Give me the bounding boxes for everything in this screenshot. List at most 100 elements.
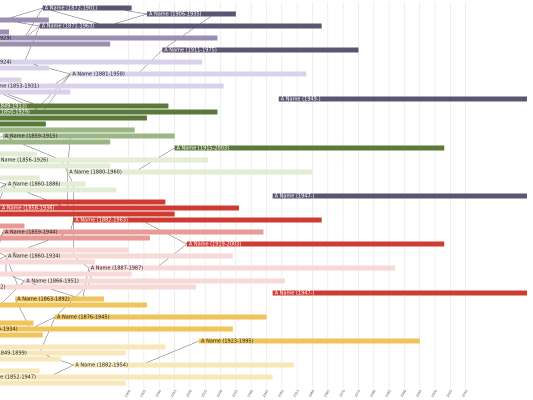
- person-bar: [0, 103, 169, 109]
- person-label: A Name (1906-1935): [149, 12, 202, 18]
- person-bar: [0, 320, 34, 326]
- tick-label-12: 1960: [308, 389, 316, 398]
- tick-label-6: 1930: [216, 389, 224, 398]
- tick-label-0: 1900: [124, 389, 132, 398]
- parent-link: [0, 183, 7, 189]
- person-bar: [70, 71, 307, 77]
- person-label: A Name (1846-1934): [0, 327, 18, 333]
- tick-label-10: 1950: [277, 389, 285, 398]
- person-bar: [162, 47, 359, 53]
- person-label: A Name (1863-1892): [17, 297, 70, 303]
- person-label: A Name (1871-1963): [42, 24, 95, 30]
- person-bar: [24, 278, 285, 284]
- person-bar: [0, 211, 175, 217]
- person-label: A Name (1947-): [275, 291, 315, 297]
- person-bar: [0, 205, 239, 211]
- person-label: A Name (1844-1929): [0, 36, 12, 42]
- person-label: A Name (1949-): [281, 97, 321, 103]
- person-bar: [0, 175, 40, 181]
- person-bar: [272, 290, 527, 296]
- person-bar: [0, 17, 49, 23]
- person-bar: [0, 29, 10, 35]
- person-bar: [272, 193, 527, 199]
- person-bar: [0, 127, 135, 133]
- person-bar: [0, 368, 40, 374]
- person-label: A Name (1923-1995): [201, 339, 254, 345]
- tick-label-13: 1965: [323, 389, 331, 398]
- person-bar: [0, 65, 49, 71]
- person-bar: [0, 235, 151, 241]
- person-label: A Name (1876-1945): [57, 315, 110, 321]
- person-bar: [0, 115, 147, 121]
- tick-label-15: 1975: [354, 389, 362, 398]
- person-bar: [199, 338, 420, 344]
- person-bar: [0, 187, 117, 193]
- person-bar: [0, 35, 218, 41]
- person-bar: [0, 157, 209, 163]
- person-bar: [0, 247, 129, 253]
- person-bar: [0, 77, 22, 83]
- person-label: A Name (1947-): [275, 194, 315, 200]
- person-bar: [0, 59, 203, 65]
- tick-label-2: 1910: [155, 389, 163, 398]
- tick-label-8: 1940: [247, 389, 255, 398]
- person-bar: [0, 271, 132, 277]
- person-bar: [0, 374, 273, 380]
- tick-label-21: 2005: [446, 389, 454, 398]
- person-bar: [0, 344, 166, 350]
- person-bar: [0, 83, 224, 89]
- tick-label-9: 1945: [262, 389, 270, 398]
- tick-label-1: 1905: [139, 389, 147, 398]
- tick-label-11: 1955: [293, 389, 301, 398]
- person-label: A Name (1860-1886): [8, 182, 61, 188]
- tick-label-4: 1920: [185, 389, 193, 398]
- person-bar: [0, 109, 218, 115]
- parent-link: [42, 7, 108, 27]
- person-bar: [42, 5, 132, 11]
- person-bar: [0, 302, 147, 308]
- person-bar: [186, 241, 445, 247]
- tick-label-14: 1970: [338, 389, 346, 398]
- person-label: A Name (1911-1975): [164, 48, 217, 54]
- tick-label-16: 1980: [369, 389, 377, 398]
- person-label: A Name (1887-1987): [91, 266, 144, 272]
- person-label: A Name (1842-1922): [0, 285, 5, 291]
- tick-label-17: 1985: [384, 389, 392, 398]
- person-bar: [15, 296, 105, 302]
- tick-label-19: 1995: [415, 389, 423, 398]
- person-label: A Name (1858-1936): [2, 206, 55, 212]
- person-label: A Name (1866-1951): [26, 279, 79, 285]
- parent-link: [0, 252, 7, 257]
- person-bar: [0, 41, 111, 47]
- tick-label-22: 2010: [461, 389, 469, 398]
- person-label: A Name (1852-1947): [0, 375, 36, 381]
- person-bar: [0, 356, 62, 362]
- person-bar: [6, 253, 233, 259]
- person-bar: [146, 11, 236, 17]
- person-label: A Name (1853-1931): [0, 84, 39, 90]
- person-bar: [39, 23, 322, 29]
- person-bars: A Name (1872-1901) A Name (1906-1935) A Na…: [0, 5, 527, 386]
- tick-label-5: 1925: [201, 389, 209, 398]
- person-label: A Name (1859-1944): [5, 230, 58, 236]
- person-label: A Name (1860-1934): [8, 254, 61, 260]
- parent-link: [0, 255, 7, 260]
- person-bar: [0, 259, 95, 265]
- person-bar: [0, 284, 197, 290]
- person-bar: [0, 89, 71, 95]
- person-label: A Name (1844-1924): [0, 60, 12, 66]
- person-bar: [0, 380, 126, 386]
- person-label: A Name (1872-1901): [45, 6, 98, 12]
- person-bar: [73, 362, 295, 368]
- person-bar: [6, 181, 86, 187]
- person-bar: [0, 199, 166, 205]
- person-bar: [88, 265, 396, 271]
- person-label: A Name (1849-1899): [0, 351, 27, 357]
- person-bar: [174, 145, 445, 151]
- person-bar: [2, 229, 264, 235]
- tick-label-18: 1990: [400, 389, 408, 398]
- person-bar: [2, 133, 175, 139]
- person-label: A Name (1859-1915): [5, 134, 58, 140]
- parent-link: [0, 231, 4, 239]
